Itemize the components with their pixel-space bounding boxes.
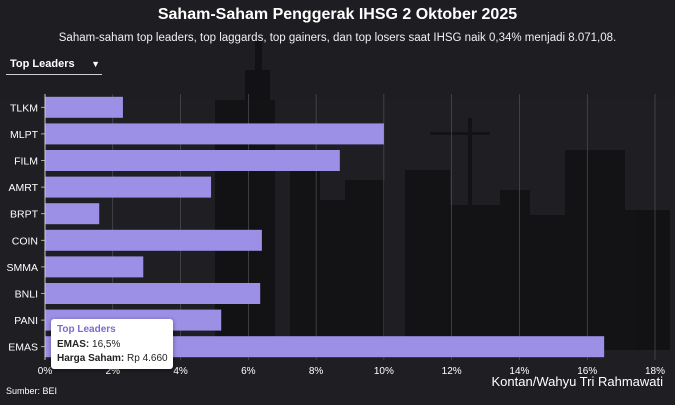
chart-tooltip: Top Leaders EMAS: 16,5% Harga Saham: Rp … <box>51 319 173 369</box>
bar-tlkm[interactable] <box>45 96 123 118</box>
x-tick-label: 16% <box>577 366 597 377</box>
y-category-label: TLKM <box>10 102 38 114</box>
x-tick-label: 2% <box>106 366 121 377</box>
y-category-label: AMRT <box>8 182 38 194</box>
chart-subtitle: Saham-saham top leaders, top laggards, t… <box>58 32 617 44</box>
tooltip-price-value: Rp 4.660 <box>127 353 168 364</box>
x-tick-label: 0% <box>38 366 53 377</box>
y-category-label: EMAS <box>8 342 38 354</box>
y-category-label: BRPT <box>10 209 39 221</box>
tooltip-name-value: 16,5% <box>92 339 121 350</box>
y-category-label: BNLI <box>15 289 38 301</box>
tooltip-value-line: EMAS: 16,5% <box>57 339 120 350</box>
x-tick-label: 8% <box>309 366 324 377</box>
x-tick-label: 10% <box>374 366 394 377</box>
bar-brpt[interactable] <box>45 203 100 225</box>
y-category-label: SMMA <box>7 262 39 274</box>
y-category-label: FILM <box>14 156 38 168</box>
tooltip-price-line: Harga Saham: Rp 4.660 <box>57 353 168 364</box>
chevron-down-icon: ▼ <box>91 59 100 69</box>
dropdown-selected-label: Top Leaders <box>10 58 75 70</box>
source-note: Sumber: BEI <box>6 386 58 396</box>
tooltip-header: Top Leaders <box>57 324 116 335</box>
x-tick-label: 6% <box>241 366 256 377</box>
tooltip-price-label: Harga Saham: <box>57 353 125 364</box>
bar-coin[interactable] <box>45 229 262 251</box>
x-tick-label: 14% <box>509 366 529 377</box>
category-dropdown[interactable]: Top Leaders ▼ <box>6 56 102 75</box>
tooltip-name-label: EMAS: <box>57 339 90 350</box>
y-category-label: COIN <box>12 235 38 247</box>
x-tick-label: 18% <box>645 366 665 377</box>
x-tick-label: 4% <box>173 366 188 377</box>
chart-title: Saham-Saham Penggerak IHSG 2 Oktober 202… <box>157 6 518 23</box>
y-category-label: PANI <box>14 315 38 327</box>
bar-amrt[interactable] <box>45 176 212 198</box>
x-tick-label: 12% <box>442 366 462 377</box>
bar-smma[interactable] <box>45 256 144 278</box>
photo-credit: Kontan/Wahyu Tri Rahmawati <box>491 374 663 389</box>
bar-bnli[interactable] <box>45 283 261 304</box>
y-category-label: MLPT <box>10 129 39 141</box>
bar-film[interactable] <box>45 150 340 171</box>
bar-emas[interactable] <box>45 336 605 358</box>
bar-mlpt[interactable] <box>45 123 384 145</box>
